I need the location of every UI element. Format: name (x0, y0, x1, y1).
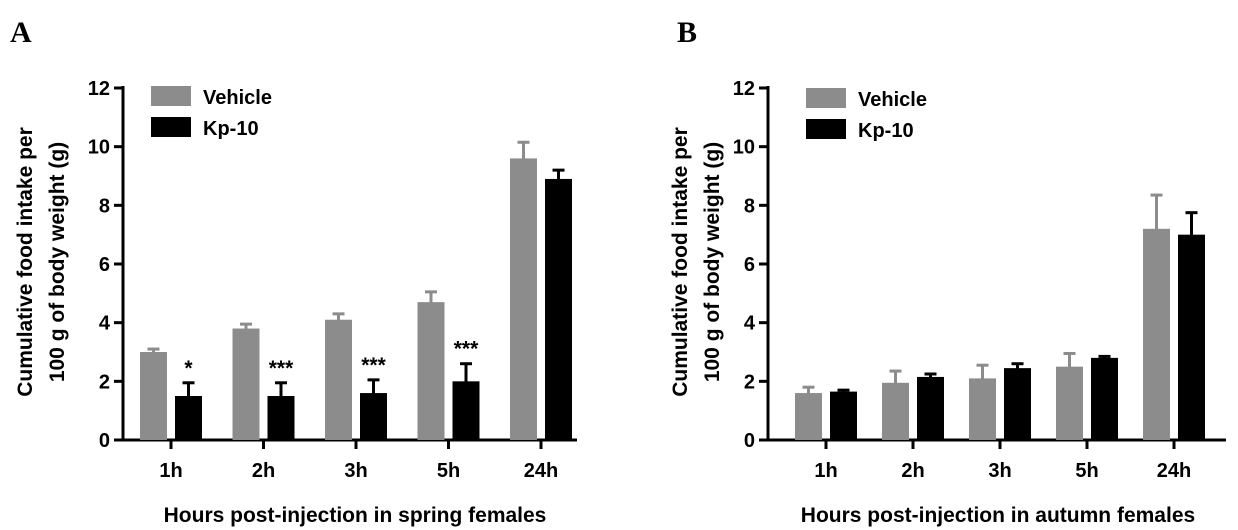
y-tick-label: 8 (99, 195, 110, 217)
y-axis-title-line: Cumulative food intake per (14, 127, 37, 397)
bar-kp-10 (830, 391, 857, 440)
bar-kp-10 (175, 396, 202, 440)
legend-label: Vehicle (858, 89, 927, 111)
panel-letter: A (10, 16, 32, 49)
y-tick-label: 10 (733, 137, 755, 159)
x-tick-label: 3h (988, 460, 1011, 482)
legend-swatch (806, 88, 846, 108)
significance-label: * (184, 357, 193, 380)
x-tick-label: 24h (1157, 460, 1191, 482)
bar-kp-10 (360, 393, 387, 440)
bar-kp-10 (1178, 234, 1205, 440)
x-tick-label: 2h (901, 460, 924, 482)
legend-label: Kp-10 (203, 118, 259, 140)
y-tick-label: 10 (88, 137, 110, 159)
bar-kp-10 (545, 178, 572, 440)
x-tick-label: 24h (524, 460, 558, 482)
y-tick-label: 8 (744, 195, 755, 217)
bar-vehicle (232, 328, 260, 440)
bar-kp-10 (1004, 368, 1031, 440)
bar-vehicle (882, 382, 909, 440)
bar-kp-10 (1091, 357, 1118, 440)
y-tick-label: 2 (744, 371, 755, 393)
y-tick-label: 0 (99, 430, 110, 452)
legend-label: Kp-10 (858, 120, 914, 142)
x-tick-label: 5h (437, 460, 460, 482)
significance-label: *** (269, 357, 294, 380)
x-tick-label: 3h (344, 460, 367, 482)
bar-vehicle (510, 158, 537, 440)
x-tick-label: 2h (252, 460, 275, 482)
x-tick-label: 1h (159, 460, 182, 482)
y-tick-label: 6 (99, 254, 110, 276)
y-axis-title-line: Cumulative food intake per (669, 127, 692, 397)
bar-kp-10 (267, 396, 295, 440)
bar-vehicle (969, 378, 996, 440)
y-tick-label: 6 (744, 254, 755, 276)
x-axis-title: Hours post-injection in autumn females (801, 504, 1195, 527)
bar-vehicle (795, 393, 822, 440)
y-axis-title-line: 100 g of body weight (g) (46, 142, 69, 382)
y-tick-label: 12 (733, 78, 755, 100)
legend-swatch (151, 117, 191, 137)
y-axis-title-line: 100 g of body weight (g) (701, 142, 724, 382)
y-tick-label: 12 (88, 78, 110, 100)
legend-swatch (151, 86, 191, 106)
y-tick-label: 2 (99, 371, 110, 393)
significance-label: *** (361, 354, 386, 377)
bar-vehicle (325, 319, 352, 440)
bar-vehicle (140, 352, 167, 440)
bar-vehicle (1143, 228, 1170, 440)
legend-label: Vehicle (203, 87, 272, 109)
chart-panel-a: A Cumulative food intake per 100 g of body… (10, 16, 577, 527)
x-tick-label: 1h (814, 460, 837, 482)
x-tick-label: 5h (1075, 460, 1098, 482)
x-axis-title: Hours post-injection in spring females (164, 504, 547, 527)
y-tick-label: 0 (744, 430, 755, 452)
legend-swatch (806, 119, 846, 139)
bar-vehicle (1056, 366, 1083, 440)
significance-label: *** (454, 338, 479, 361)
bar-vehicle (417, 302, 445, 440)
chart-panel-b: B Cumulative food intake per 100 g of body… (669, 16, 1226, 527)
bar-kp-10 (917, 376, 944, 440)
panel-letter: B (677, 16, 697, 49)
y-tick-label: 4 (99, 313, 111, 335)
bar-kp-10 (452, 381, 480, 440)
y-tick-label: 4 (744, 313, 756, 335)
